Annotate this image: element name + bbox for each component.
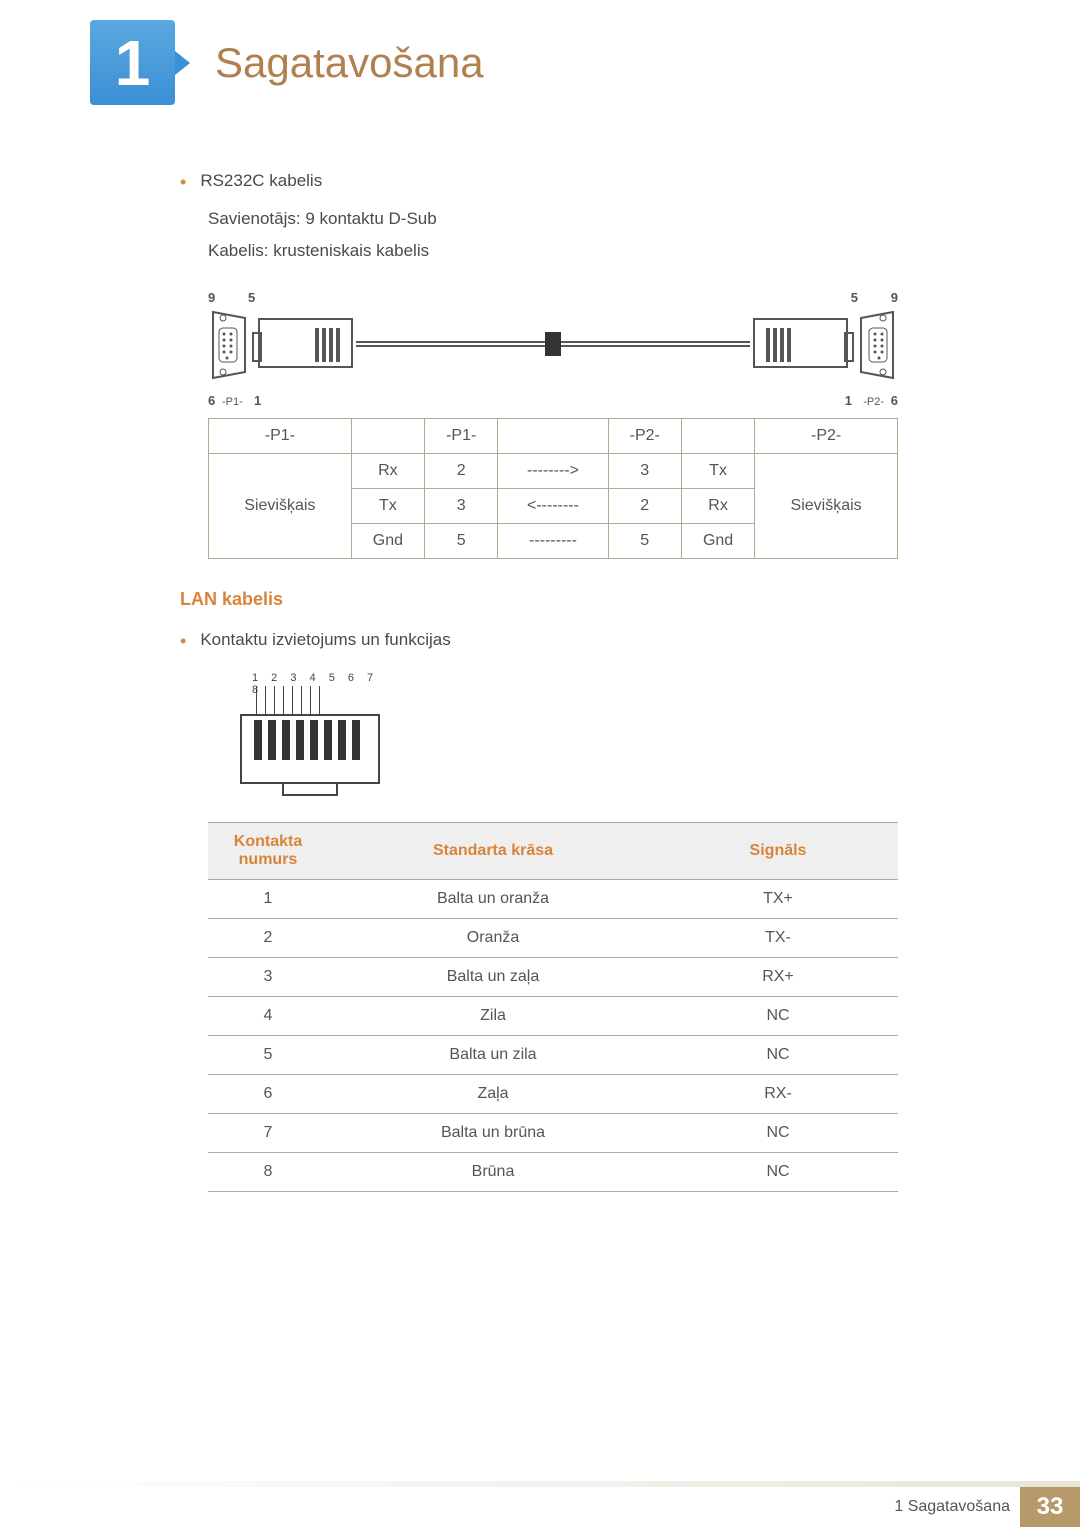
table-cell: 2 — [425, 453, 498, 488]
page-header: 1 Sagatavošana — [90, 20, 990, 105]
chapter-number-badge: 1 — [90, 20, 175, 105]
table-row: 3Balta un zaļaRX+ — [208, 957, 898, 996]
table-cell: Balta un zaļa — [328, 957, 658, 996]
lan-section-title: LAN kabelis — [180, 589, 990, 610]
ferrite-icon — [545, 332, 561, 356]
table-row: 1Balta un oranžaTX+ — [208, 879, 898, 918]
table-cell: 2 — [608, 488, 681, 523]
port-label: -P1- — [222, 396, 243, 408]
footer-page-number: 33 — [1020, 1487, 1080, 1527]
plug-icon — [258, 318, 353, 368]
table-cell: RX+ — [658, 957, 898, 996]
pin-label: 1 — [254, 393, 261, 408]
lan-pinout-table: Kontakta numursStandarta krāsaSignāls 1B… — [208, 822, 898, 1192]
chapter-title: Sagatavošana — [215, 39, 484, 87]
pin-label: 1 — [845, 393, 852, 408]
plug-icon — [753, 318, 848, 368]
rs232-pinout-table: -P1--P1--P2--P2-SievišķaisRx2-------->3T… — [208, 418, 898, 559]
table-cell — [681, 418, 754, 453]
table-header: Signāls — [658, 822, 898, 879]
table-cell — [498, 418, 608, 453]
table-row: 8BrūnaNC — [208, 1152, 898, 1191]
bullet-icon: • — [180, 624, 186, 658]
table-cell: Sievišķais — [209, 453, 352, 558]
table-cell: 5 — [608, 523, 681, 558]
table-row: 4ZilaNC — [208, 996, 898, 1035]
table-cell: 8 — [208, 1152, 328, 1191]
pin-label: 9 — [891, 290, 898, 305]
rs232-cable-line: Kabelis: krusteniskais kabelis — [208, 235, 990, 267]
table-cell: 1 — [208, 879, 328, 918]
table-cell: 6 — [208, 1074, 328, 1113]
lan-bullet-text: Kontaktu izvietojums un funkcijas — [200, 624, 450, 658]
table-cell: --------> — [498, 453, 608, 488]
table-header: Standarta krāsa — [328, 822, 658, 879]
table-cell: 3 — [208, 957, 328, 996]
pin-label: 6 — [891, 393, 898, 408]
table-cell: TX+ — [658, 879, 898, 918]
table-cell: 7 — [208, 1113, 328, 1152]
table-cell: RX- — [658, 1074, 898, 1113]
table-row: 6ZaļaRX- — [208, 1074, 898, 1113]
table-cell: Rx — [351, 453, 424, 488]
table-cell: 5 — [425, 523, 498, 558]
pin-label: 9 — [208, 290, 215, 305]
table-cell: -P1- — [425, 418, 498, 453]
table-cell: NC — [658, 1113, 898, 1152]
table-cell: Zila — [328, 996, 658, 1035]
table-cell: -P1- — [209, 418, 352, 453]
table-cell: Oranža — [328, 918, 658, 957]
table-cell: Sievišķais — [755, 453, 898, 558]
dsub-connector-icon — [856, 310, 898, 380]
table-cell: Tx — [351, 488, 424, 523]
table-cell: Zaļa — [328, 1074, 658, 1113]
rs232-bullet-text: RS232C kabelis — [200, 165, 322, 199]
table-cell: Tx — [681, 453, 754, 488]
table-cell: Gnd — [681, 523, 754, 558]
table-cell: NC — [658, 1152, 898, 1191]
pin-label: 6 — [208, 393, 215, 408]
table-row: 5Balta un zilaNC — [208, 1035, 898, 1074]
table-cell: Rx — [681, 488, 754, 523]
table-cell: 3 — [425, 488, 498, 523]
port-label: -P2- — [863, 396, 884, 408]
rs232-bullet: • RS232C kabelis — [180, 165, 990, 199]
table-cell: TX- — [658, 918, 898, 957]
rj45-diagram: 1 2 3 4 5 6 7 8 — [230, 672, 390, 802]
table-cell: NC — [658, 996, 898, 1035]
page-footer: 1 Sagatavošana 33 — [0, 1485, 1080, 1527]
table-cell: Brūna — [328, 1152, 658, 1191]
dsub-connector-icon — [208, 310, 250, 380]
table-cell: --------- — [498, 523, 608, 558]
table-row: 2OranžaTX- — [208, 918, 898, 957]
bullet-icon: • — [180, 165, 186, 199]
table-cell: 2 — [208, 918, 328, 957]
table-cell: -P2- — [755, 418, 898, 453]
table-cell: 3 — [608, 453, 681, 488]
table-cell — [351, 418, 424, 453]
pin-label: 5 — [851, 290, 858, 305]
table-cell: <-------- — [498, 488, 608, 523]
table-cell: Balta un brūna — [328, 1113, 658, 1152]
rs232-cable-diagram: 9 5 5 9 6 1 1 6 -P1- -P2- — [208, 288, 898, 408]
pin-label: 5 — [248, 290, 255, 305]
rs232-connector-line: Savienotājs: 9 kontaktu D-Sub — [208, 203, 990, 235]
table-header: Kontakta numurs — [208, 822, 328, 879]
lan-bullet: • Kontaktu izvietojums un funkcijas — [180, 624, 990, 658]
table-cell: Gnd — [351, 523, 424, 558]
table-cell: Balta un zila — [328, 1035, 658, 1074]
table-cell: NC — [658, 1035, 898, 1074]
table-cell: 5 — [208, 1035, 328, 1074]
table-cell: Balta un oranža — [328, 879, 658, 918]
table-cell: 4 — [208, 996, 328, 1035]
table-cell: -P2- — [608, 418, 681, 453]
table-row: 7Balta un brūnaNC — [208, 1113, 898, 1152]
footer-text: 1 Sagatavošana — [894, 1498, 1020, 1516]
